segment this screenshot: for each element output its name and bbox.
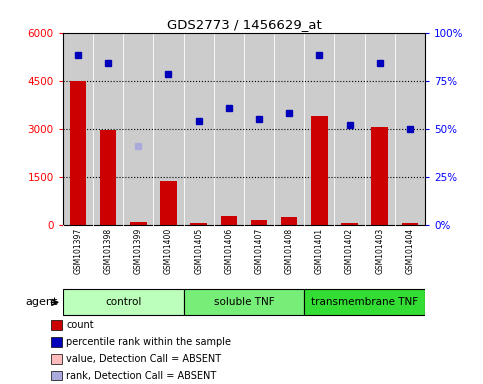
Text: GSM101404: GSM101404 (405, 228, 414, 274)
Text: GSM101405: GSM101405 (194, 228, 203, 274)
Bar (100, 130, 116, 225)
Text: GSM101407: GSM101407 (255, 228, 264, 274)
Text: control: control (105, 297, 142, 308)
Bar (281, 217, 298, 225)
Bar (371, 127, 388, 225)
Text: value, Detection Call = ABSENT: value, Detection Call = ABSENT (66, 354, 221, 364)
Bar (311, 116, 327, 225)
Text: GSM101408: GSM101408 (284, 228, 294, 274)
Bar (51, 321, 62, 330)
Text: GSM101406: GSM101406 (224, 228, 233, 274)
Text: GSM101399: GSM101399 (134, 228, 143, 274)
Text: transmembrane TNF: transmembrane TNF (311, 297, 418, 308)
Bar (304, 290, 425, 315)
Text: rank, Detection Call = ABSENT: rank, Detection Call = ABSENT (66, 371, 216, 381)
Bar (51, 337, 62, 347)
Text: GSM101402: GSM101402 (345, 228, 354, 274)
Bar (63, 290, 184, 315)
Bar (190, 223, 207, 225)
Bar (51, 371, 62, 380)
Bar (130, 222, 146, 225)
Bar (51, 354, 62, 364)
Text: GSM101401: GSM101401 (315, 228, 324, 274)
Text: GSM101398: GSM101398 (103, 228, 113, 274)
Title: GDS2773 / 1456629_at: GDS2773 / 1456629_at (167, 18, 321, 31)
Bar (70, 81, 86, 225)
Text: agent: agent (26, 297, 58, 308)
Bar (251, 220, 267, 225)
Text: count: count (66, 320, 94, 330)
Bar (184, 290, 304, 315)
Bar (221, 216, 237, 225)
Bar (402, 223, 418, 225)
Text: GSM101400: GSM101400 (164, 228, 173, 274)
Text: GSM101397: GSM101397 (73, 228, 83, 274)
Text: GSM101403: GSM101403 (375, 228, 384, 274)
Text: percentile rank within the sample: percentile rank within the sample (66, 337, 231, 347)
Bar (160, 181, 177, 225)
Text: soluble TNF: soluble TNF (213, 297, 274, 308)
Bar (341, 223, 358, 225)
